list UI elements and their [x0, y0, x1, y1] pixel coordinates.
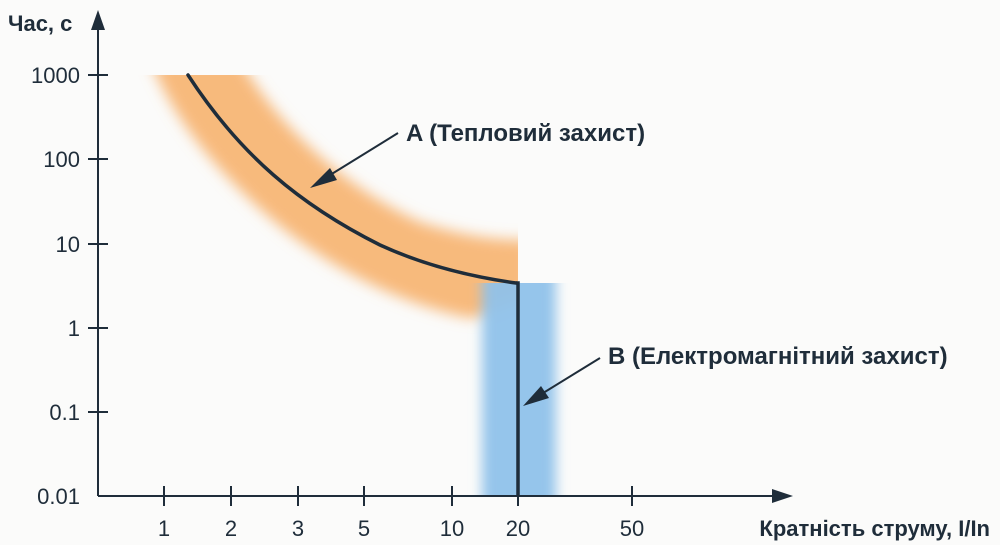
x-tick-labels: 1 2 3 5 10 20 50: [158, 516, 644, 541]
annotation-b-arrow-icon: [523, 386, 549, 406]
thermal-curve: [186, 73, 518, 285]
x-tick-50: 50: [620, 516, 644, 541]
y-tick-0.01: 0.01: [37, 484, 80, 509]
y-tick-10: 10: [56, 232, 80, 257]
magnetic-trip-line: [516, 281, 520, 496]
annotation-a-arrow-icon: [310, 168, 337, 188]
y-tick-100: 100: [43, 147, 80, 172]
thermal-band: [156, 75, 518, 318]
y-tick-1000: 1000: [31, 63, 80, 88]
x-tick-2: 2: [225, 516, 237, 541]
y-tick-0.1: 0.1: [49, 400, 80, 425]
x-tick-10: 10: [440, 516, 464, 541]
annotation-a-label: A (Тепловий захист): [406, 120, 645, 147]
y-tick-labels: 1000 100 10 1 0.1 0.01: [31, 63, 80, 509]
annotation-a: A (Тепловий захист): [310, 120, 645, 188]
y-tick-1: 1: [68, 316, 80, 341]
x-axis-arrow-icon: [772, 489, 793, 503]
annotation-b-label: B (Електромагнітний захист): [608, 343, 948, 370]
annotation-b: B (Електромагнітний захист): [523, 343, 948, 406]
x-axis: [98, 486, 793, 506]
x-tick-5: 5: [358, 516, 370, 541]
x-axis-title: Кратність струму, I/In: [759, 516, 990, 541]
x-tick-1: 1: [158, 516, 170, 541]
x-tick-20: 20: [506, 516, 530, 541]
y-axis: [88, 10, 108, 496]
y-axis-title: Час, с: [8, 11, 72, 36]
y-axis-arrow-icon: [91, 10, 105, 30]
x-tick-3: 3: [292, 516, 304, 541]
